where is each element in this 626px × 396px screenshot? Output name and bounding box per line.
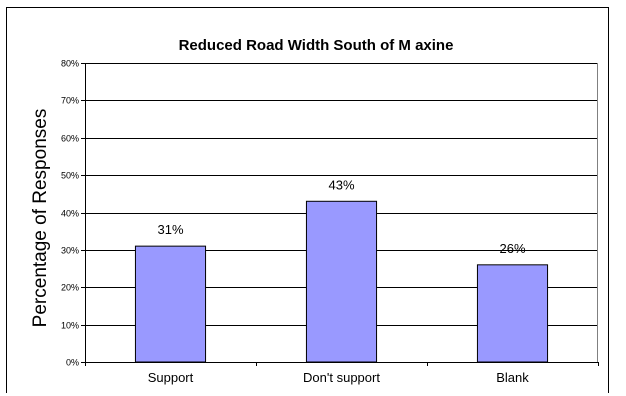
chart-title: Reduced Road Width South of M axine bbox=[179, 37, 454, 54]
y-tick-label: 10% bbox=[61, 321, 79, 331]
x-tick-label: Don't support bbox=[303, 370, 380, 385]
y-tick-label: 30% bbox=[61, 246, 79, 256]
chart-frame bbox=[6, 7, 609, 393]
data-label: 26% bbox=[499, 241, 525, 256]
x-tick-label: Support bbox=[148, 370, 194, 385]
y-axis-label: Percentage of Responses bbox=[30, 109, 51, 328]
bars bbox=[134, 200, 549, 363]
x-tick-label: Blank bbox=[496, 370, 529, 385]
bar bbox=[476, 264, 549, 363]
data-label: 31% bbox=[157, 222, 183, 237]
bar bbox=[134, 245, 207, 363]
y-tick-label: 50% bbox=[61, 171, 79, 181]
y-tick-label: 70% bbox=[61, 96, 79, 106]
bar bbox=[305, 200, 378, 363]
labels: 0% 10% 20% 30% 40% 50% 60% 70% 80% 31% Support 43% D… bbox=[61, 59, 529, 386]
axes bbox=[81, 63, 599, 366]
y-tick-label: 0% bbox=[66, 358, 79, 368]
y-tick-label: 80% bbox=[61, 59, 79, 69]
y-tick-label: 40% bbox=[61, 209, 79, 219]
y-tick-label: 60% bbox=[61, 134, 79, 144]
data-label: 43% bbox=[328, 177, 354, 192]
y-tick-label: 20% bbox=[61, 283, 79, 293]
